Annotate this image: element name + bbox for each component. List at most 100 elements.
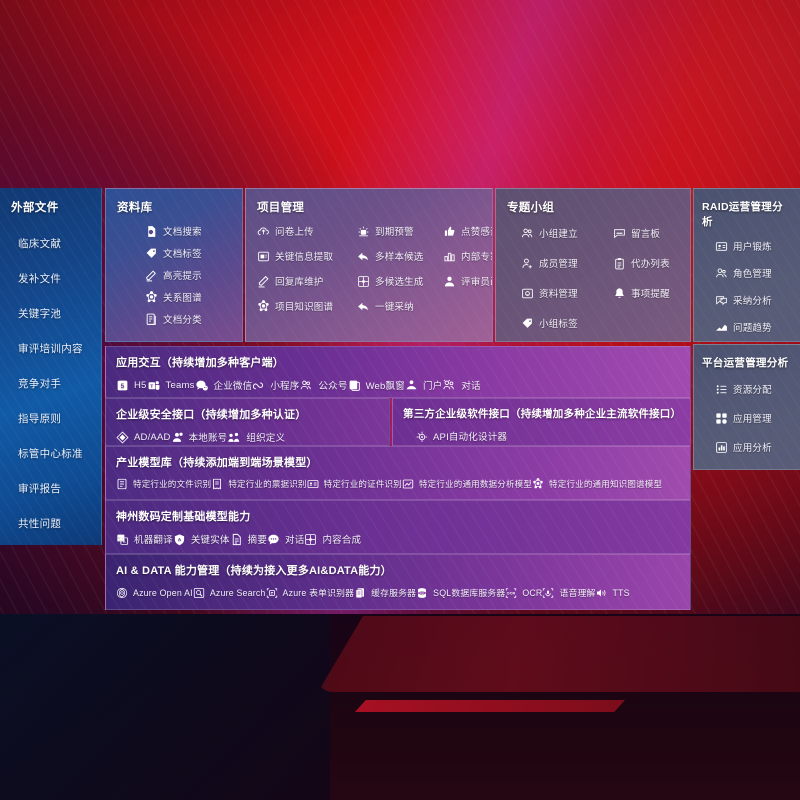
project-item-reply-library-maintain[interactable]: 回复库维护	[257, 274, 355, 288]
official-account-icon	[299, 379, 313, 392]
industry-item-label: 特定行业的通用数据分析模型	[418, 479, 533, 489]
message-board-icon	[613, 227, 626, 240]
platform-item-resource-allocation[interactable]: 资源分配	[715, 382, 791, 396]
platform-item-app-manage[interactable]: 应用管理	[715, 411, 791, 425]
interaction-item-wecom[interactable]: 企业微信	[195, 378, 253, 392]
library-item-label: 文档搜索	[163, 227, 202, 238]
azure-search-icon	[193, 587, 205, 599]
raid-item-adoption-analysis[interactable]: QA 采纳分析	[715, 293, 791, 307]
aidata-item-label: 语音理解	[559, 588, 596, 598]
interaction-item-dialog[interactable]: 对话	[442, 378, 481, 392]
project-item-due-alert[interactable]: 到期预警	[357, 224, 441, 238]
aidata-item-azure-openai[interactable]: Azure Open AI	[116, 587, 193, 599]
group-item-event-reminder[interactable]: 事项提醒	[613, 286, 680, 300]
base-item-label: 对话	[285, 535, 305, 546]
group-item-create-group[interactable]: 小组建立	[521, 226, 613, 240]
api-gear-icon	[415, 430, 428, 443]
security-band-title: 企业级安全接口（持续增加多种认证）	[116, 409, 307, 421]
aidata-item-sql-database[interactable]: SQL SQL数据库服务器	[416, 586, 505, 599]
project-item-like-thanks[interactable]: 点赞感谢	[443, 224, 492, 238]
base-item-label: 机器翻译	[134, 535, 173, 546]
interaction-item-teams[interactable]: T Teams	[147, 379, 195, 392]
group-item-label: 小组标签	[539, 319, 578, 330]
raid-panel-title: RAID运营管理分析	[702, 201, 783, 228]
form-recognizer-icon	[266, 587, 278, 599]
library-item-relation-graph[interactable]: 关系图谱	[145, 290, 232, 304]
raid-item-issue-trend[interactable]: 问题趋势	[715, 320, 791, 334]
sidebar-item-supplement-files[interactable]: 发补文件	[18, 273, 62, 285]
knowledge-graph-icon	[532, 478, 544, 490]
background-shard-lower	[355, 700, 625, 712]
sidebar-item-common-issues[interactable]: 共性问题	[18, 518, 62, 530]
teams-icon: T	[147, 379, 161, 392]
project-item-multi-sample-candidate[interactable]: 多样本候选	[357, 249, 441, 263]
sidebar-item-competitors[interactable]: 竞争对手	[18, 378, 62, 390]
aidata-item-ocr[interactable]: OCR OCR	[505, 587, 542, 599]
aidata-item-tts[interactable]: TTS	[595, 587, 630, 599]
project-item-one-click-adopt[interactable]: 一键采纳	[357, 299, 441, 313]
industry-item-receipt-recognition[interactable]: 特定行业的票据识别	[211, 478, 306, 490]
group-item-message-board[interactable]: 留言板	[613, 226, 680, 240]
security-item-local-account[interactable]: 本地账号	[171, 430, 228, 444]
library-item-document-search[interactable]: 文档搜索	[145, 224, 232, 238]
industry-item-knowledge-graph-model[interactable]: 特定行业的通用知识图谱模型	[532, 478, 662, 490]
raid-item-user-training[interactable]: 用户锻炼	[715, 239, 791, 253]
library-item-document-category[interactable]: 文档分类	[145, 312, 232, 326]
interaction-item-web-popup[interactable]: Web飘窗	[348, 378, 405, 392]
industry-item-data-analysis-model[interactable]: 特定行业的通用数据分析模型	[402, 478, 532, 490]
local-account-icon	[171, 431, 184, 444]
project-item-project-knowledge-graph[interactable]: 项目知识图谱	[257, 299, 355, 313]
thirdparty-item-api-designer[interactable]: API自动化设计器	[415, 429, 507, 443]
aidata-item-cache-server[interactable]: 缓存服务器	[354, 586, 416, 599]
base-item-summary[interactable]: 摘要	[230, 532, 267, 546]
security-item-ad-aad[interactable]: AD/AAD	[116, 430, 171, 444]
project-item-reviewer-persona[interactable]: 评审员画像	[443, 274, 492, 288]
raid-item-role-manage[interactable]: 角色管理	[715, 266, 791, 280]
sidebar-item-review-report[interactable]: 审评报告	[18, 483, 62, 495]
thirdparty-item-row: API自动化设计器	[403, 429, 690, 443]
wecom-icon	[195, 379, 209, 392]
platform-item-app-analysis[interactable]: 应用分析	[715, 440, 791, 454]
aidata-item-label: SQL数据库服务器	[433, 588, 506, 598]
sidebar-item-standards-center[interactable]: 标管中心标准	[18, 448, 83, 460]
group-item-material-manage[interactable]: 资料管理	[521, 286, 613, 300]
project-item-expert-ranking[interactable]: 内部专家排名	[443, 249, 492, 263]
sidebar-item-review-training[interactable]: 审评培训内容	[18, 343, 83, 355]
project-item-multi-candidate-generate[interactable]: 多候选生成	[357, 274, 441, 288]
aidata-item-speech-understanding[interactable]: 语音理解	[542, 586, 595, 599]
industry-model-band: 产业模型库（持续添加端到端场景模型） 特定行业的文件识别 特定行业的票据识别 特…	[105, 446, 691, 500]
sidebar-item-clinical-literature[interactable]: 临床文献	[18, 238, 62, 250]
industry-item-label: 特定行业的票据识别	[228, 479, 307, 489]
base-item-key-entity[interactable]: A 关键实体	[173, 532, 230, 546]
svg-text:A: A	[178, 537, 182, 543]
industry-item-id-recognition[interactable]: 特定行业的证件识别	[307, 478, 402, 490]
svg-text:T: T	[150, 383, 153, 389]
interaction-item-label: Web飘窗	[365, 381, 405, 392]
industry-band-title: 产业模型库（持续添加端到端场景模型）	[116, 457, 318, 469]
sidebar-title: 外部文件	[11, 202, 59, 214]
group-item-member-manage[interactable]: 成员管理	[521, 256, 613, 270]
interaction-item-miniprogram[interactable]: 小程序	[252, 378, 299, 392]
base-item-dialog[interactable]: 对话	[267, 532, 304, 546]
group-item-todo-list[interactable]: 代办列表	[613, 256, 680, 270]
security-item-org-define[interactable]: 组织定义	[227, 430, 285, 444]
library-item-document-tag[interactable]: 文档标签	[145, 246, 232, 260]
cloud-upload-icon	[257, 225, 270, 238]
project-item-label: 多样本候选	[375, 252, 424, 263]
interaction-item-h5[interactable]: 5 H5	[116, 379, 147, 392]
base-item-content-synthesis[interactable]: 内容合成	[304, 532, 361, 546]
group-item-group-tag[interactable]: 小组标签	[521, 316, 613, 330]
aidata-item-form-recognizer[interactable]: Azure 表单识别器	[266, 586, 355, 599]
interaction-item-official-account[interactable]: 公众号	[299, 378, 347, 392]
aidata-item-label: 缓存服务器	[371, 588, 417, 598]
sidebar-item-keyword-pool[interactable]: 关键字池	[18, 308, 62, 320]
library-item-highlight-hint[interactable]: 高亮提示	[145, 268, 232, 282]
sidebar-item-guidelines[interactable]: 指导原则	[18, 413, 62, 425]
interaction-item-portal[interactable]: 门户	[405, 378, 442, 392]
industry-item-file-recognition[interactable]: 特定行业的文件识别	[116, 478, 211, 490]
aidata-item-azure-search[interactable]: Azure Search	[193, 587, 266, 599]
project-item-questionnaire-upload[interactable]: 问卷上传	[257, 224, 355, 238]
project-item-key-info-extract[interactable]: 关键信息提取	[257, 249, 355, 263]
